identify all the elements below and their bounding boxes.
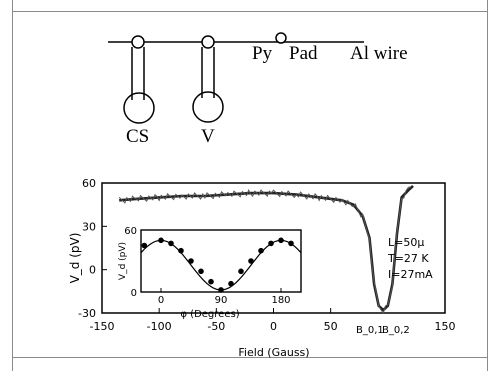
main-chart: -150 -100 -50 0 50 150 60 30 0 -30 V_d (pV) Field… (68, 177, 456, 359)
frame-top-border (12, 11, 488, 12)
inset-data-point (278, 237, 284, 244)
inset-data-point (288, 240, 294, 247)
inset-data-point (188, 258, 194, 264)
inset-ticks: 0 90 180 0 60 (124, 226, 290, 306)
annotation-t: T=27 K (387, 252, 429, 265)
inset-data-point (238, 268, 244, 275)
main-y-tick-label: 0 (89, 264, 96, 277)
inset-x-tick-label: 90 (215, 295, 228, 306)
main-y-tick-label: 30 (82, 220, 96, 233)
main-series-noise (118, 186, 411, 315)
inset-x-tick-label: 0 (158, 295, 164, 306)
cs-ring (123, 92, 155, 124)
main-y-tick-label: -30 (78, 307, 96, 320)
probe-circle-py (275, 32, 287, 44)
main-x-tick-label: 0 (270, 320, 277, 333)
main-line-layer (118, 184, 414, 315)
inset-data-point (248, 258, 254, 264)
frame-left-border (12, 0, 13, 371)
inset-line-layer (140, 237, 302, 293)
inset-ylabel: V_d (pV) (118, 242, 128, 280)
schematic (108, 32, 364, 124)
inset-x-tick-label: 180 (271, 295, 290, 306)
probe-circle-v (201, 35, 215, 49)
inset-xlabel: φ (Degrees) (180, 309, 239, 320)
inset-data-point (228, 280, 234, 287)
inset-plot-border (140, 229, 302, 293)
main-x-tick-label: -150 (90, 320, 115, 333)
inset-data-point (268, 240, 274, 247)
main-x-tick-label: 50 (324, 320, 338, 333)
inset-data-point (208, 278, 214, 285)
inset-data-point (218, 287, 224, 293)
annotation-l: L=50μ (388, 236, 424, 249)
inset-data-point (141, 242, 148, 249)
inset-fit-curve (140, 239, 302, 291)
frame-bottom-border (12, 357, 488, 358)
label-py: Py (252, 43, 273, 64)
probe-circle-cs (131, 35, 145, 49)
main-ticks: -150 -100 -50 0 50 150 60 30 0 -30 (78, 177, 455, 333)
inset-data-point (258, 247, 264, 254)
main-xlabel: Field (Gauss) (238, 346, 309, 359)
inset-data-point (158, 237, 164, 244)
label-cs: CS (126, 126, 149, 147)
main-x-tick-label: 150 (435, 320, 456, 333)
annotation-i: I=27mA (388, 268, 433, 281)
label-pad: Pad (289, 43, 318, 64)
label-al-wire: Al wire (350, 43, 408, 64)
x-label-b02: B_0,2 (382, 325, 410, 336)
inset-data-point (178, 247, 184, 254)
main-x-tick-label: -50 (207, 320, 225, 333)
inset-y-tick-label: 60 (124, 226, 137, 237)
inset-data-point (198, 268, 204, 275)
x-label-b01: B_0,1 (356, 325, 384, 336)
main-ylabel: V_d (pV) (68, 233, 82, 284)
v-ring (192, 91, 224, 123)
main-y-tick-label: 60 (82, 177, 96, 190)
label-v: V (201, 126, 215, 147)
inset-data-point (168, 240, 174, 247)
inset-y-tick-label: 0 (131, 288, 137, 299)
inset-chart: 0 90 180 0 60 V_d (pV) φ (Degrees) (118, 226, 302, 320)
frame-right-border (487, 0, 488, 371)
main-x-tick-label: -100 (147, 320, 172, 333)
